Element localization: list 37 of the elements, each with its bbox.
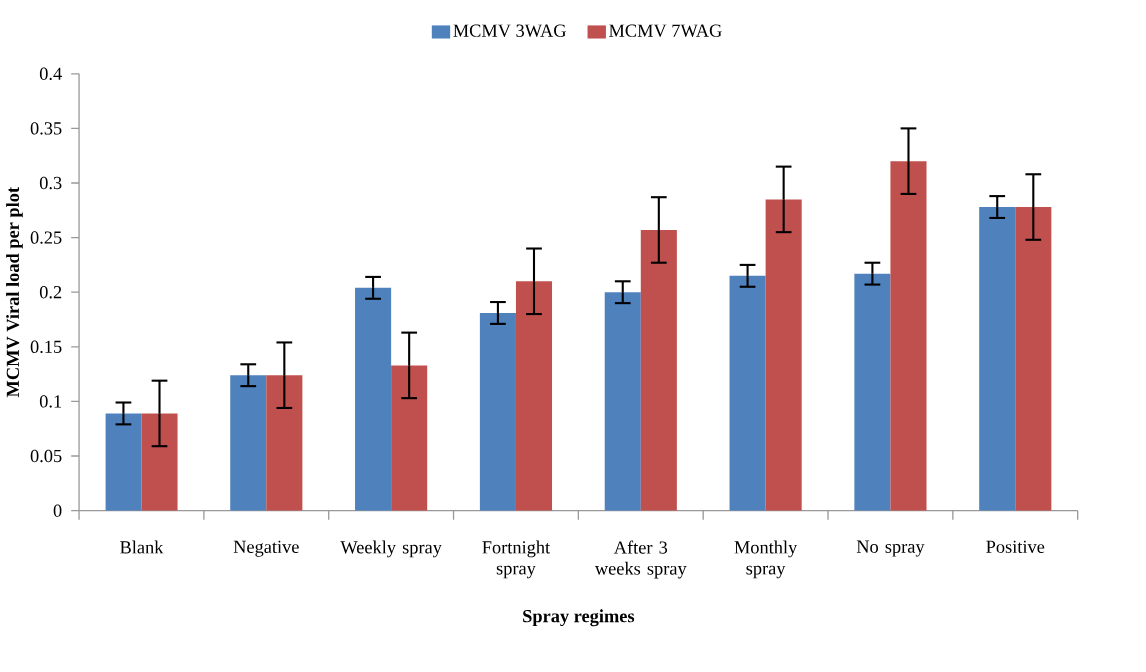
legend-label: MCMV 3WAG — [453, 24, 566, 37]
bar — [391, 365, 428, 511]
bar — [890, 161, 927, 511]
x-tick-label: Weekly spray — [340, 540, 442, 558]
x-tick-label: Monthly spray — [734, 540, 798, 579]
y-tick-label: 0.4 — [39, 67, 62, 81]
y-tick-label: 0.2 — [39, 285, 62, 299]
y-tick-label: 0.15 — [30, 340, 62, 354]
bar — [266, 375, 303, 511]
y-axis-title: MCMV Viral load per plot — [6, 187, 23, 398]
bar — [604, 292, 641, 511]
bar — [141, 413, 178, 511]
x-tick-label: No spray — [856, 540, 925, 557]
x-tick-label: Fortnight spray — [482, 540, 551, 579]
y-tick-label: 0.3 — [39, 176, 62, 190]
bar — [1015, 207, 1052, 511]
x-tick-label: Negative — [233, 540, 299, 557]
bar — [765, 199, 802, 511]
legend-label: MCMV 7WAG — [609, 24, 722, 37]
bar — [230, 375, 267, 511]
bar — [515, 281, 553, 511]
y-tick-label: 0 — [53, 504, 62, 517]
bar — [729, 275, 766, 511]
bar — [854, 273, 891, 511]
y-tick-label: 0.1 — [39, 395, 62, 408]
y-tick-label: 0.35 — [30, 122, 62, 135]
bar — [640, 229, 677, 511]
bar — [479, 312, 516, 511]
bar — [355, 287, 392, 511]
bar — [105, 413, 142, 511]
x-tick-label: After 3 weeks spray — [594, 540, 687, 579]
x-tick-label: Blank — [120, 540, 164, 554]
x-axis-title: Spray regimes — [523, 609, 635, 627]
y-tick-label: 0.05 — [30, 449, 62, 463]
x-tick-label: Positive — [986, 540, 1045, 553]
y-tick-label: 0.25 — [30, 231, 62, 244]
bar — [979, 207, 1016, 511]
